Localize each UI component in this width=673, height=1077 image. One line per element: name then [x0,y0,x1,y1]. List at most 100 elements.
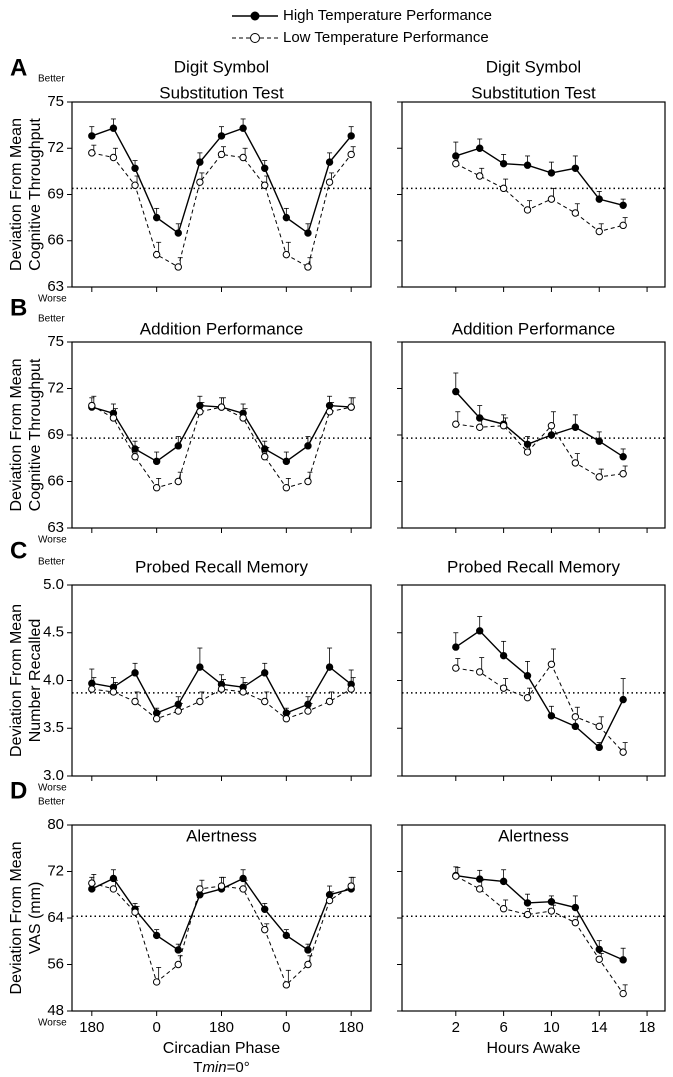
panel-title: Probed Recall Memory [447,557,620,576]
better-label: Better [38,557,65,568]
data-point [282,250,291,259]
y-tick-label: 75 [47,333,64,350]
data-point [217,882,226,890]
data-point [619,201,627,209]
plot-frame [401,824,666,1012]
panel-letter: A [10,54,27,81]
panel-title: Substitution Test [159,83,284,102]
data-point [109,124,118,132]
panel-letter: B [10,294,27,321]
data-point [571,903,580,912]
data-point [499,651,508,660]
series-line [455,423,624,478]
y-axis-label: Deviation From Mean [8,118,25,271]
x-tick-label: 0 [152,1019,160,1036]
data-point [239,688,247,696]
data-point [261,669,269,677]
data-point [88,401,96,410]
y-axis-label: Number Recalled [27,619,44,743]
data-point [174,477,182,486]
data-point [619,221,627,230]
series-line [455,391,624,458]
plot-frame [71,341,372,529]
data-point [174,960,182,969]
y-tick-label: 72 [47,139,64,156]
data-point [152,213,161,222]
data-point [174,263,182,271]
data-point [174,229,182,237]
data-point [282,457,291,466]
y-axis-label: Deviation From Mean [8,842,25,995]
data-point [131,697,139,706]
data-point [261,925,269,934]
data-point [152,484,161,492]
data-point [131,181,139,189]
data-point [304,263,312,271]
worse-label: Worse [38,783,67,794]
data-point [152,931,161,940]
legend-marker [250,11,260,21]
data-point [619,453,627,461]
data-point [547,660,556,668]
worse-label: Worse [38,535,67,546]
data-point [547,195,556,203]
series-line [455,874,624,961]
data-point [476,423,484,431]
data-point [499,184,508,193]
data-point [619,989,627,998]
panel-letter: D [10,777,27,804]
y-tick-label: 63 [47,278,64,295]
data-point [325,663,334,671]
y-axis-label: Cognitive Throughput [27,118,44,271]
data-point [152,250,161,259]
data-point [304,229,312,237]
data-point [476,627,484,635]
data-point [547,712,556,720]
y-axis-label: Deviation From Mean [8,359,25,512]
x-tick-label: 18 [639,1019,656,1036]
series-line [91,404,352,463]
data-point [131,908,139,916]
x-tick-label: 180 [339,1019,364,1036]
better-label: Better [38,74,65,85]
y-tick-label: 72 [47,862,64,879]
data-point [88,685,96,693]
x-axis-note-part: =0° [227,1059,250,1076]
x-tick-label: 10 [543,1019,560,1036]
data-point [523,693,532,702]
data-point [619,956,627,964]
legend-label: Low Temperature Performance [283,29,489,46]
series-line [91,152,352,268]
data-point [88,132,96,140]
data-point [499,159,508,168]
data-point [152,715,161,723]
data-point [595,227,603,236]
data-point [196,885,204,893]
panel-title: Addition Performance [140,319,303,338]
y-tick-label: 75 [47,93,64,110]
y-tick-label: 4.5 [43,624,64,641]
data-point [152,978,161,986]
panel-letter: C [10,537,27,564]
data-point [217,132,226,140]
data-point [109,885,118,893]
data-point [619,470,627,478]
data-point [595,473,603,481]
y-tick-label: 63 [47,519,64,536]
data-point [196,158,204,166]
data-point [304,946,312,954]
y-tick-label: 48 [47,1002,64,1019]
data-point [304,707,312,715]
y-tick-label: 3.5 [43,719,64,736]
data-point [452,387,460,396]
y-axis-label: VAS (mm) [27,882,44,955]
data-point [217,685,226,693]
data-point [476,875,484,883]
data-point [547,907,556,915]
x-axis-label: Hours Awake [487,1040,581,1057]
data-point [174,946,182,954]
data-point [547,422,556,430]
data-point [152,457,161,466]
data-point [88,149,96,157]
data-point [571,209,580,217]
